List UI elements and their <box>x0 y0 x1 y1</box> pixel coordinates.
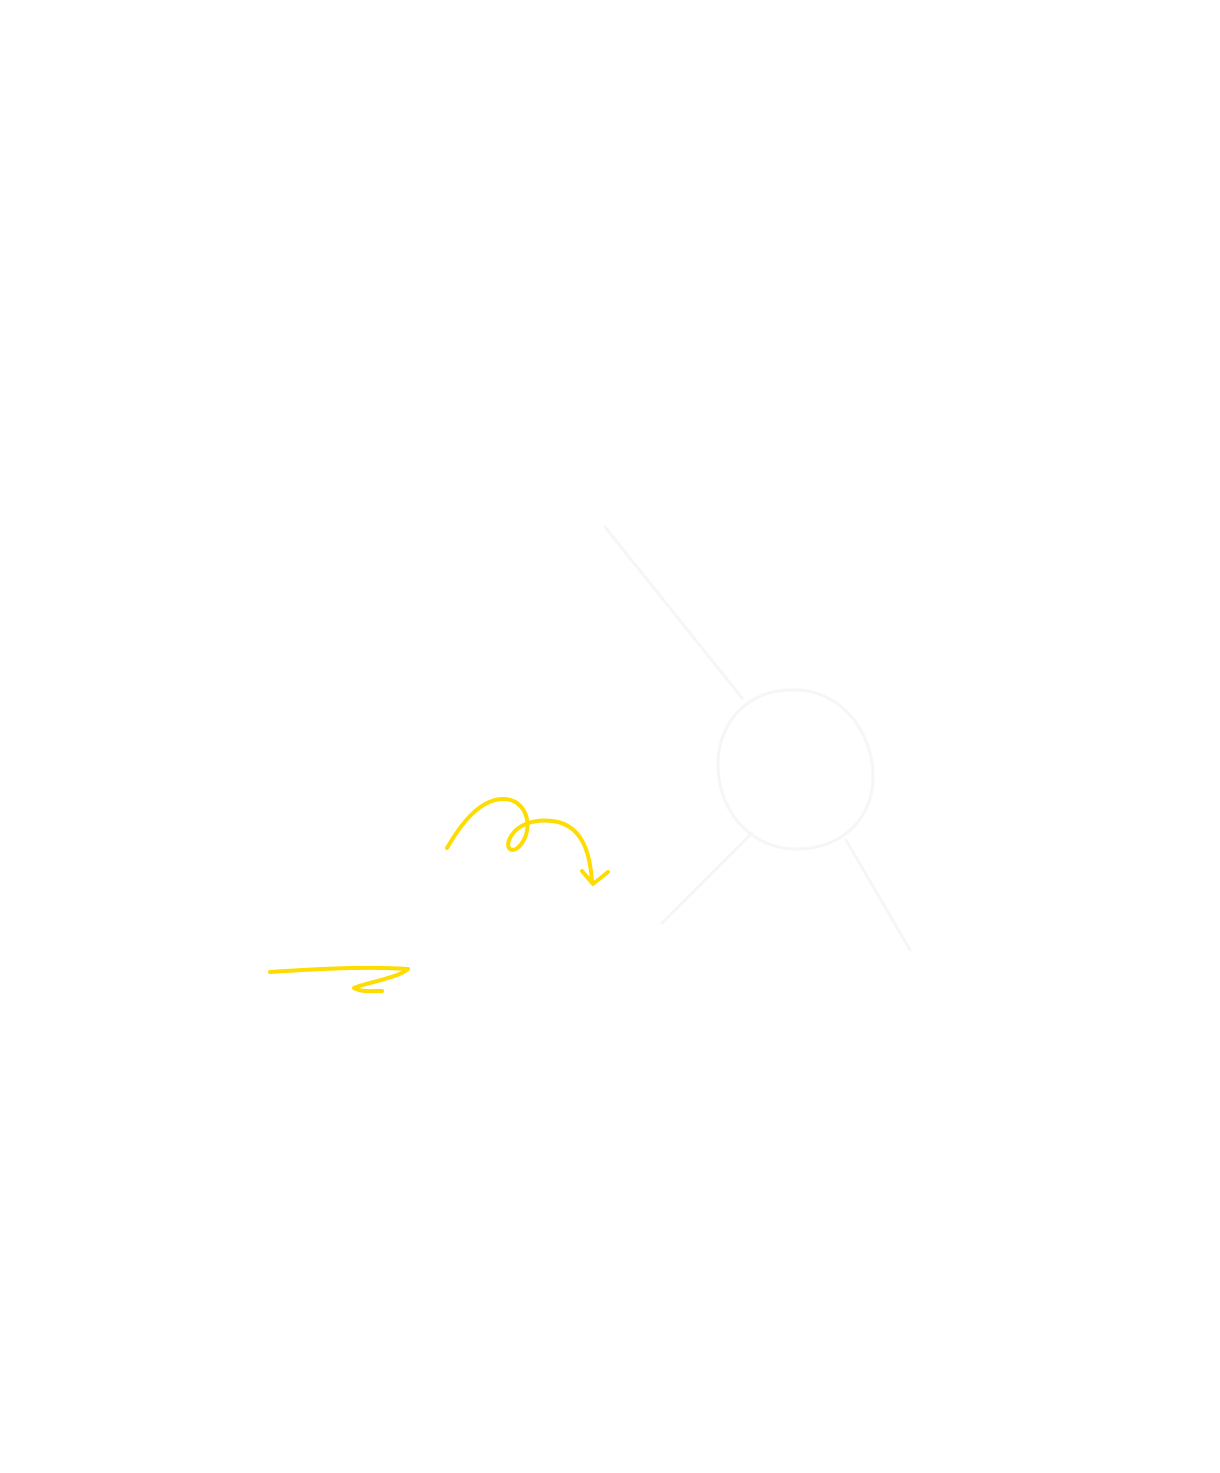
underline-stroke <box>268 965 410 994</box>
hub-line-top-left <box>603 525 744 700</box>
loop-arrow-stroke <box>445 796 594 884</box>
hub-diagram <box>603 525 912 952</box>
hub-line-bottom-right <box>844 838 912 952</box>
yellow-loop-arrow <box>445 796 610 886</box>
hub-line-bottom-left <box>660 831 754 925</box>
yellow-underline <box>268 965 410 994</box>
loop-arrow-head <box>580 869 610 886</box>
hub-circle <box>716 688 875 851</box>
